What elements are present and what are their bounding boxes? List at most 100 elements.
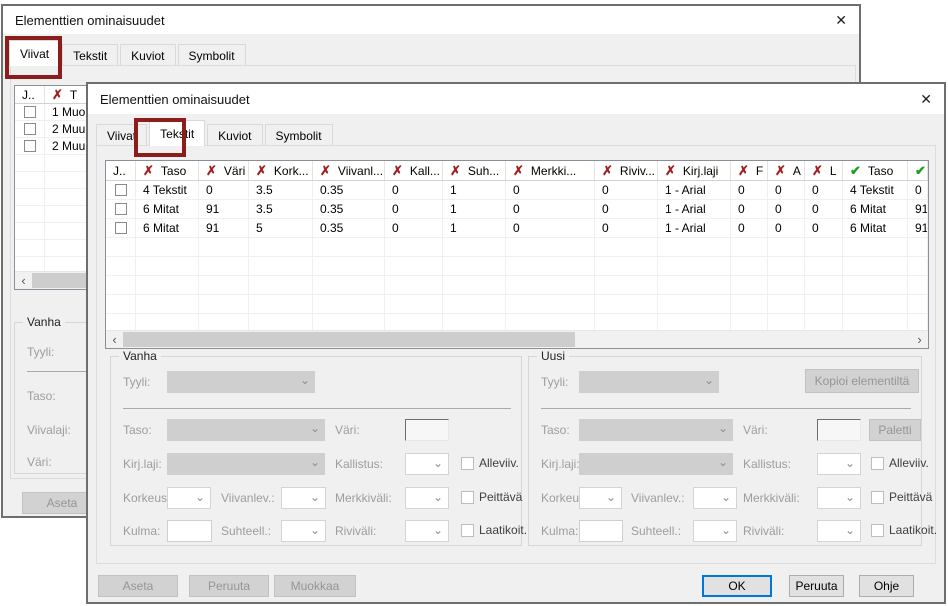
checkbox-box[interactable] <box>461 456 474 470</box>
table-cell <box>731 238 768 256</box>
table-row[interactable] <box>106 257 928 276</box>
column-header[interactable]: ✗ Väri <box>199 161 249 180</box>
merkkivali-label: Merkkiväli: <box>743 491 800 505</box>
column-header[interactable]: ✗ Merkki... <box>506 161 595 180</box>
table-row[interactable]: 4 Tekstit 0 3.5 0.35 0 1 0 0 1 - Arial 0 0 0 4 Tekst… <box>106 181 928 200</box>
scroll-left-icon[interactable]: ‹ <box>21 273 26 288</box>
merkkivali-combobox[interactable]: ⌄ <box>817 487 861 509</box>
column-header[interactable]: ✗ Viivanl... <box>313 161 385 180</box>
kirjlaji-combobox[interactable]: ⌄ <box>167 453 325 475</box>
column-header-label: Merkki... <box>530 163 577 178</box>
row-checkbox[interactable] <box>114 222 127 234</box>
kallistus-combobox[interactable]: ⌄ <box>405 453 449 475</box>
tab-tekstit[interactable]: Tekstit <box>149 120 206 146</box>
column-header[interactable]: ✗ L <box>805 161 843 180</box>
tab-kuviot[interactable]: Kuviot <box>120 44 176 66</box>
column-header[interactable]: ✔ Taso <box>843 161 908 180</box>
tab-viivat[interactable]: Viivat <box>9 40 61 66</box>
ohje-button[interactable]: Ohje <box>859 575 914 597</box>
row-checkbox[interactable] <box>23 106 36 118</box>
aseta-button[interactable]: Aseta <box>98 575 178 597</box>
table-row[interactable] <box>106 238 928 257</box>
suhteell-combobox[interactable]: ⌄ <box>281 520 326 542</box>
korkeus-combobox[interactable]: ⌄ <box>167 487 211 509</box>
front-dialog: Elementtien ominaisuudet ✕ Viivat Tekstit… <box>86 82 946 604</box>
column-header[interactable]: ✗ F <box>731 161 768 180</box>
scrollbar-thumb[interactable] <box>123 332 575 347</box>
column-header[interactable]: ✗ Kall... <box>385 161 443 180</box>
checkbox-cell <box>106 238 136 256</box>
row-checkbox[interactable] <box>114 184 127 196</box>
table-row[interactable]: 6 Mitat 91 5 0.35 0 1 0 0 1 - Arial 0 0 0 6 Mitat 91 <box>106 219 928 238</box>
kulma-input[interactable] <box>167 520 212 542</box>
vari-label: Väri: <box>335 423 360 437</box>
viivanlev-combobox[interactable]: ⌄ <box>693 487 737 509</box>
group-legend: Uusi <box>537 349 570 363</box>
close-icon[interactable]: ✕ <box>920 91 932 107</box>
laatikoit-checkbox[interactable]: Laatikoit. <box>871 523 937 537</box>
tab-symbolit[interactable]: Symbolit <box>177 44 246 66</box>
korkeus-combobox[interactable]: ⌄ <box>579 487 622 509</box>
table-row[interactable]: 6 Mitat 91 3.5 0.35 0 1 0 0 1 - Arial 0 0 0 6 Mitat 9… <box>106 200 928 219</box>
checkbox-box[interactable] <box>461 490 474 504</box>
tab-tekstit[interactable]: Tekstit <box>62 44 119 66</box>
peruuta-left-button[interactable]: Peruuta <box>189 575 269 597</box>
tab-kuviot[interactable]: Kuviot <box>207 124 263 146</box>
row-checkbox[interactable] <box>23 140 36 152</box>
checkbox-box[interactable] <box>871 456 884 470</box>
row-checkbox[interactable] <box>23 123 36 135</box>
column-header[interactable]: J.. <box>15 86 45 103</box>
laatikoit-checkbox[interactable]: Laatikoit. <box>461 523 527 537</box>
paletti-button[interactable]: Paletti <box>869 419 921 441</box>
ok-button[interactable]: OK <box>702 575 772 597</box>
column-header[interactable]: ✗ Taso <box>136 161 199 180</box>
checkbox-cell <box>15 155 45 171</box>
kopioi-elementilta-button[interactable]: Kopioi elementiltä <box>805 369 919 393</box>
checkbox-box[interactable] <box>871 490 884 504</box>
color-well[interactable] <box>817 419 861 441</box>
viivanlev-combobox[interactable]: ⌄ <box>281 487 326 509</box>
tyyli-combobox[interactable]: ⌄ <box>579 371 719 393</box>
peruuta-button[interactable]: Peruuta <box>789 575 844 597</box>
column-header[interactable]: ✗ Kork... <box>249 161 313 180</box>
kirjlaji-combobox[interactable]: ⌄ <box>579 453 733 475</box>
taso-combobox[interactable]: ⌄ <box>167 419 325 441</box>
column-header[interactable]: ✗ Riviv... <box>595 161 658 180</box>
close-icon[interactable]: ✕ <box>835 12 847 28</box>
tyyli-combobox[interactable]: ⌄ <box>167 371 315 393</box>
table-cell: 0 <box>506 200 595 218</box>
merkkivali-combobox[interactable]: ⌄ <box>405 487 449 509</box>
peittava-checkbox[interactable]: Peittävä <box>871 490 932 504</box>
chevron-down-icon: ⌄ <box>605 490 616 504</box>
front-horizontal-scrollbar[interactable]: ‹ › <box>106 330 928 348</box>
scroll-right-icon[interactable]: › <box>917 332 922 347</box>
column-header[interactable]: ✗ A <box>768 161 805 180</box>
rivivali-combobox[interactable]: ⌄ <box>405 520 449 542</box>
table-row[interactable] <box>106 276 928 295</box>
alleviiv-checkbox[interactable]: Alleviiv. <box>871 456 929 470</box>
tab-symbolit[interactable]: Symbolit <box>264 124 333 146</box>
color-well[interactable] <box>405 419 449 441</box>
alleviiv-checkbox[interactable]: Alleviiv. <box>461 456 519 470</box>
checkbox-box[interactable] <box>871 523 884 537</box>
kulma-input[interactable] <box>579 520 623 542</box>
checkbox-box[interactable] <box>461 523 474 537</box>
muokkaa-button[interactable]: Muokkaa <box>274 575 356 597</box>
rivivali-combobox[interactable]: ⌄ <box>817 520 861 542</box>
tab-viivat[interactable]: Viivat <box>96 124 148 146</box>
scroll-left-icon[interactable]: ‹ <box>112 332 117 347</box>
table-row[interactable] <box>106 295 928 314</box>
column-header[interactable]: ✗ Kirj.laji <box>658 161 731 180</box>
taso-combobox[interactable]: ⌄ <box>579 419 733 441</box>
table-cell <box>658 276 731 294</box>
column-header[interactable]: ✗ Suh... <box>443 161 506 180</box>
table-cell: 1 - Arial <box>658 219 731 237</box>
kallistus-combobox[interactable]: ⌄ <box>817 453 861 475</box>
aseta-button[interactable]: Aseta <box>22 492 102 514</box>
peittava-checkbox[interactable]: Peittävä <box>461 490 522 504</box>
column-header[interactable]: ✔ <box>908 161 928 180</box>
suhteell-combobox[interactable]: ⌄ <box>693 520 737 542</box>
back-dialog-titlebar: Elementtien ominaisuudet ✕ <box>3 6 859 34</box>
row-checkbox[interactable] <box>114 203 127 215</box>
column-header[interactable]: J.. <box>106 161 136 180</box>
